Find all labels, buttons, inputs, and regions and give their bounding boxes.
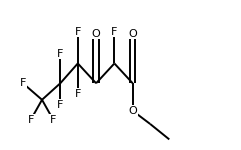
Text: F: F bbox=[111, 27, 118, 36]
Text: F: F bbox=[20, 78, 26, 88]
Text: O: O bbox=[128, 29, 137, 39]
Text: F: F bbox=[75, 89, 81, 99]
Text: F: F bbox=[57, 49, 63, 58]
Text: F: F bbox=[75, 27, 81, 36]
Text: F: F bbox=[28, 115, 34, 125]
Text: O: O bbox=[128, 106, 137, 116]
Text: F: F bbox=[50, 115, 56, 125]
Text: F: F bbox=[57, 100, 63, 110]
Text: O: O bbox=[92, 29, 100, 39]
